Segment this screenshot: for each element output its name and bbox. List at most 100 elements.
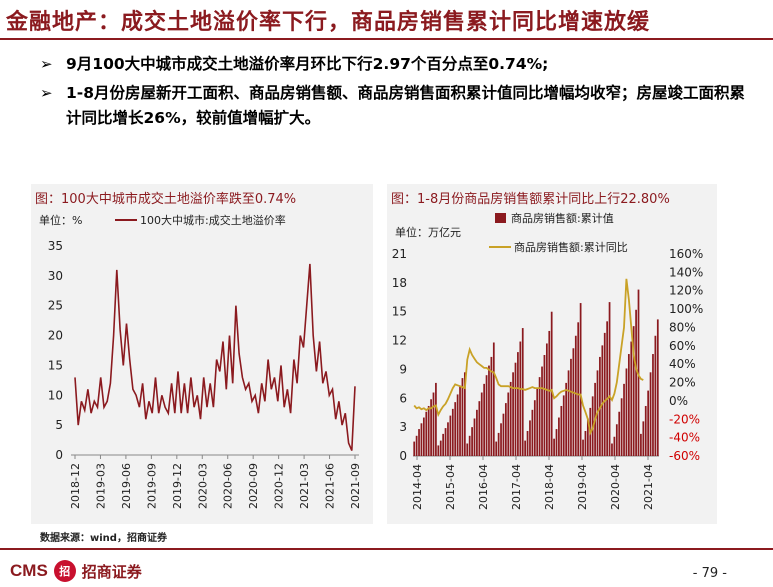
y-right-tick-label: 60%: [669, 339, 696, 353]
bar-sales-cumulative: [490, 356, 493, 456]
logo-cms: CMS: [10, 561, 48, 580]
x-tick-label: 2021-03: [298, 463, 311, 509]
y-left-tick-label: 15: [392, 305, 407, 319]
x-tick-label: 2019-09: [145, 463, 158, 509]
bar-sales-cumulative: [512, 372, 514, 456]
legend-label: 商品房销售额:累计同比: [514, 241, 628, 254]
bar-sales-cumulative: [627, 354, 630, 456]
bar-sales-cumulative: [521, 328, 524, 456]
bar-sales-cumulative: [618, 411, 621, 456]
bar-sales-cumulative: [649, 372, 652, 456]
bar-sales-cumulative: [620, 398, 623, 456]
y-tick-label: 20: [48, 329, 63, 343]
sales-bar-line-chart: 0 3 6 9 12 15 18 21 -60% -40% -20% 0% 20% 40% 60% 80% 10…: [392, 247, 704, 510]
chart-title: 图：100大中城市成交土地溢价率跌至0.74%: [35, 192, 297, 207]
y-right-tick-label: 0%: [669, 394, 688, 408]
bar-sales-cumulative: [432, 392, 435, 456]
y-right-tick-label: 20%: [669, 376, 696, 390]
bar-sales-cumulative: [550, 311, 553, 456]
bar-sales-cumulative: [451, 408, 454, 456]
bar-sales-cumulative: [603, 332, 606, 456]
company-logo: CMS 招 招商证券: [10, 560, 142, 582]
bullet-item: ➢ 9月100大中城市成交土地溢价率月环比下行2.97个百分点至0.74%;: [40, 52, 760, 77]
legend-line-icon: [115, 219, 137, 221]
bar-sales-cumulative: [444, 428, 447, 456]
bar-sales-cumulative: [425, 411, 428, 456]
x-tick-label: 2016-04: [477, 464, 490, 510]
bar-sales-cumulative: [545, 343, 548, 456]
x-tick-label: 2019-04: [576, 464, 589, 510]
bar-sales-cumulative: [507, 392, 510, 456]
x-tick-label: 2020-09: [247, 463, 260, 509]
x-tick-label: 2018-04: [543, 464, 556, 510]
y-right-tick-label: -40%: [669, 431, 700, 445]
page-number: - 79 -: [692, 566, 727, 581]
bar-sales-cumulative: [519, 341, 522, 456]
bar-sales-cumulative: [582, 439, 584, 456]
bar-sales-cumulative: [584, 430, 587, 456]
bar-sales-cumulative: [427, 405, 430, 456]
legend-box-icon: [495, 213, 506, 223]
x-tick-label: 2020-03: [196, 463, 209, 509]
bar-sales-cumulative: [567, 370, 570, 456]
x-tick-label: 2020-12: [273, 463, 286, 509]
bar-sales-cumulative: [437, 445, 440, 456]
bar-sales-cumulative: [500, 423, 502, 456]
bar-sales-cumulative: [533, 400, 536, 456]
y-right-tick-label: 40%: [669, 357, 696, 371]
bar-sales-cumulative: [471, 427, 473, 456]
y-right-tick-label: 100%: [669, 302, 703, 316]
page-title: 金融地产：成交土地溢价率下行，商品房销售累计同比增速放缓: [6, 10, 651, 35]
bar-sales-cumulative: [613, 436, 616, 456]
bar-sales-cumulative: [565, 382, 568, 456]
x-tick-label: 2019-12: [171, 463, 184, 509]
bar-sales-cumulative: [476, 409, 478, 456]
bar-sales-cumulative: [630, 341, 633, 456]
bar-sales-cumulative: [577, 322, 580, 456]
bar-sales-cumulative: [485, 375, 488, 456]
bar-sales-cumulative: [480, 392, 483, 456]
bullet-text: 1-8月份房屋新开工面积、商品房销售额、商品房销售面积累计值同比增幅均收窄；房屋…: [66, 84, 746, 127]
y-right-tick-label: 120%: [669, 284, 703, 298]
bar-sales-cumulative: [478, 401, 481, 456]
bar-sales-cumulative: [413, 441, 416, 456]
y-left-tick-label: 21: [392, 247, 407, 261]
bar-sales-cumulative: [640, 433, 642, 456]
bar-sales-cumulative: [625, 368, 628, 456]
bar-sales-cumulative: [553, 438, 555, 456]
y-tick-label: 35: [48, 239, 63, 253]
bar-sales-cumulative: [483, 383, 486, 456]
bar-sales-cumulative: [586, 418, 589, 456]
bar-sales-cumulative: [560, 405, 563, 456]
chart-legend-line: 商品房销售额:累计同比: [489, 239, 628, 255]
bar-sales-cumulative: [611, 443, 613, 456]
y-tick-label: 0: [55, 448, 63, 462]
bar-sales-cumulative: [524, 440, 527, 456]
y-right-tick-label: -20%: [669, 412, 700, 426]
y-left-tick-label: 18: [392, 276, 407, 290]
chart-unit: 单位：%: [39, 214, 83, 227]
bar-sales-cumulative: [601, 345, 604, 456]
bullet-text: 9月100大中城市成交土地溢价率月环比下行2.97个百分点至0.74%;: [66, 55, 549, 73]
bar-sales-cumulative: [632, 326, 635, 456]
series-line-land-premium: [74, 263, 356, 451]
chart-legend-bars: 商品房销售额:累计值: [495, 210, 614, 226]
bar-sales-cumulative: [608, 302, 611, 456]
y-tick-label: 30: [48, 269, 63, 283]
bar-sales-cumulative: [644, 405, 647, 456]
x-tick-label: 2014-04: [411, 464, 424, 510]
x-tick-label: 2018-12: [69, 463, 82, 509]
y-right-tick-label: 160%: [669, 247, 703, 261]
bar-sales-cumulative: [541, 366, 543, 456]
land-premium-chart-panel: 图：100大中城市成交土地溢价率跌至0.74% 单位：% 100大中城市:成交土…: [31, 184, 373, 524]
bullet-item: ➢ 1-8月份房屋新开工面积、商品房销售额、商品房销售面积累计值同比增幅均收窄；…: [40, 81, 760, 131]
bar-sales-cumulative: [454, 402, 457, 456]
bar-sales-cumulative: [606, 321, 609, 456]
bar-sales-cumulative: [572, 348, 575, 456]
bar-sales-cumulative: [466, 443, 469, 456]
bar-sales-cumulative: [517, 352, 519, 456]
title-divider: [0, 38, 773, 40]
y-right-tick-label: 80%: [669, 320, 696, 334]
bar-sales-cumulative: [463, 372, 466, 456]
y-tick-label: 10: [48, 388, 63, 402]
